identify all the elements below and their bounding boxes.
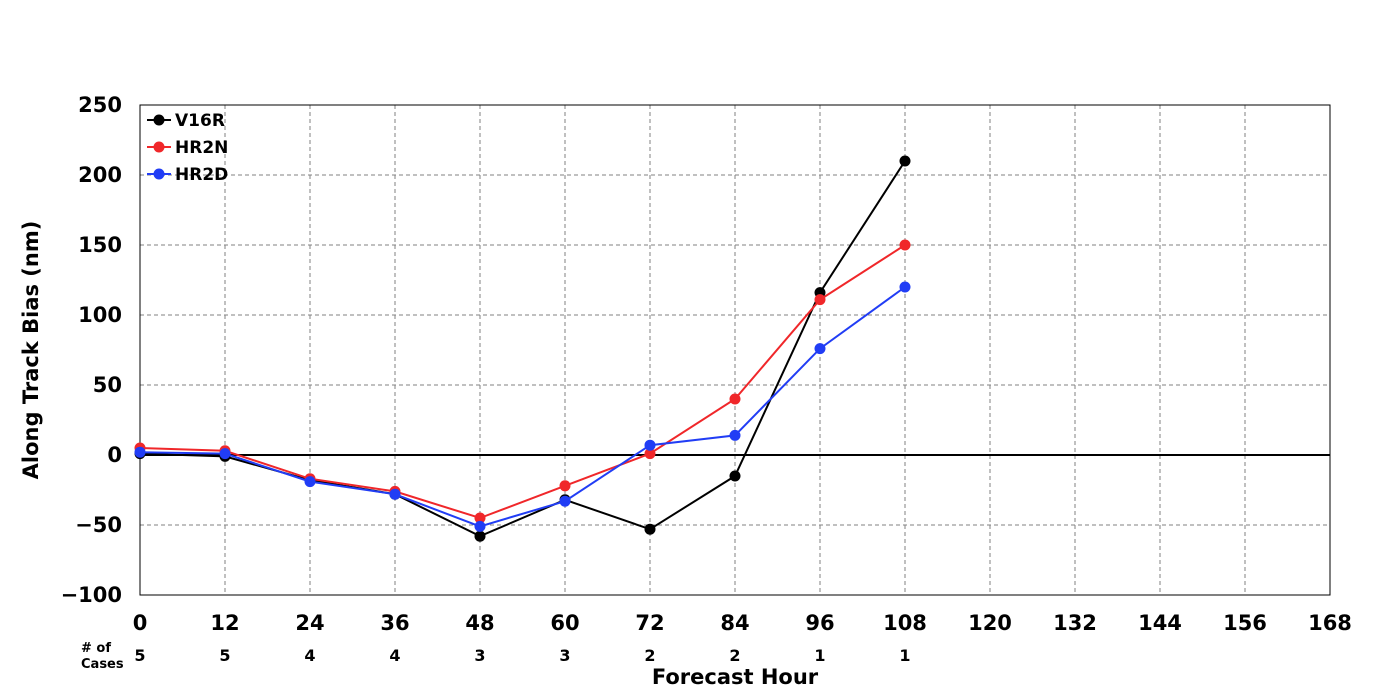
cases-value: 1 (899, 646, 910, 665)
y-tick-label: 250 (78, 93, 122, 117)
data-point-v16r (899, 155, 911, 167)
y-tick-labels: −100 −50 0 50 100 150 200 250 (61, 93, 122, 607)
cases-label-line2: Cases (81, 657, 124, 672)
series-line-hr2n (139, 244, 906, 520)
data-point-hr2d (899, 281, 911, 293)
data-point-hr2d (814, 343, 826, 355)
cases-label-line1: # of (81, 641, 111, 656)
data-point-hr2n (644, 448, 656, 460)
data-point-hr2d (644, 439, 656, 451)
series-line-v16r (139, 160, 906, 538)
legend: V16R HR2N HR2D (147, 111, 228, 185)
data-point-hr2d (389, 488, 401, 500)
data-point-hr2d (474, 520, 486, 532)
cases-value: 3 (559, 646, 570, 665)
cases-value: 1 (814, 646, 825, 665)
x-tick-label: 48 (465, 611, 494, 635)
cases-value: 4 (389, 646, 400, 665)
cases-value: 4 (304, 646, 315, 665)
data-point-hr2d (304, 476, 316, 488)
cases-value: 2 (729, 646, 740, 665)
y-tick-label: 100 (78, 303, 122, 327)
grid-lines (140, 105, 1330, 595)
cases-value: 5 (134, 646, 145, 665)
legend-marker (153, 168, 165, 180)
y-tick-label: −100 (61, 583, 122, 607)
x-tick-label: 120 (968, 611, 1012, 635)
x-tick-label: 156 (1223, 611, 1267, 635)
legend-marker (153, 114, 165, 126)
x-tick-label: 72 (635, 611, 664, 635)
data-point-hr2d (219, 448, 231, 460)
legend-label: V16R (175, 111, 225, 131)
x-tick-label: 84 (720, 611, 749, 635)
y-tick-label: 200 (78, 163, 122, 187)
plot-frame (139, 104, 1331, 596)
cases-value: 2 (644, 646, 655, 665)
data-point-hr2n (729, 393, 741, 405)
data-point-v16r (474, 530, 486, 542)
data-point-hr2n (559, 480, 571, 492)
series-layer (134, 155, 911, 542)
data-point-hr2d (559, 495, 571, 507)
legend-label: HR2N (175, 138, 228, 158)
y-tick-label: −50 (75, 513, 122, 537)
x-tick-label: 144 (1138, 611, 1182, 635)
data-point-hr2n (899, 239, 911, 251)
y-axis-title: Along Track Bias (nm) (19, 221, 43, 480)
y-tick-label: 50 (93, 373, 122, 397)
y-tick-label: 150 (78, 233, 122, 257)
cases-value: 3 (474, 646, 485, 665)
legend-marker (153, 141, 165, 153)
data-point-hr2d (729, 429, 741, 441)
x-tick-label: 132 (1053, 611, 1097, 635)
data-point-hr2n (814, 294, 826, 306)
x-tick-label: 60 (550, 611, 579, 635)
x-tick-label: 0 (133, 611, 148, 635)
data-point-hr2d (134, 446, 146, 458)
series-line-hr2d (139, 286, 906, 528)
data-point-v16r (729, 470, 741, 482)
x-tick-labels: 0 12 24 36 48 60 72 84 96 108 120 132 144 156 168 (133, 611, 1352, 635)
x-tick-label: 96 (805, 611, 834, 635)
legend-label: HR2D (175, 165, 228, 185)
x-tick-label: 12 (210, 611, 239, 635)
cases-row: # of Cases 5 5 4 4 3 3 2 2 1 1 (81, 641, 911, 672)
cases-value: 5 (219, 646, 230, 665)
y-tick-label: 0 (107, 443, 122, 467)
x-tick-label: 24 (295, 611, 324, 635)
x-tick-label: 108 (883, 611, 927, 635)
data-point-hr2n (474, 512, 486, 524)
x-tick-label: 36 (380, 611, 409, 635)
x-axis-title: Forecast Hour (652, 665, 819, 689)
x-tick-label: 168 (1308, 611, 1352, 635)
data-point-v16r (644, 523, 656, 535)
